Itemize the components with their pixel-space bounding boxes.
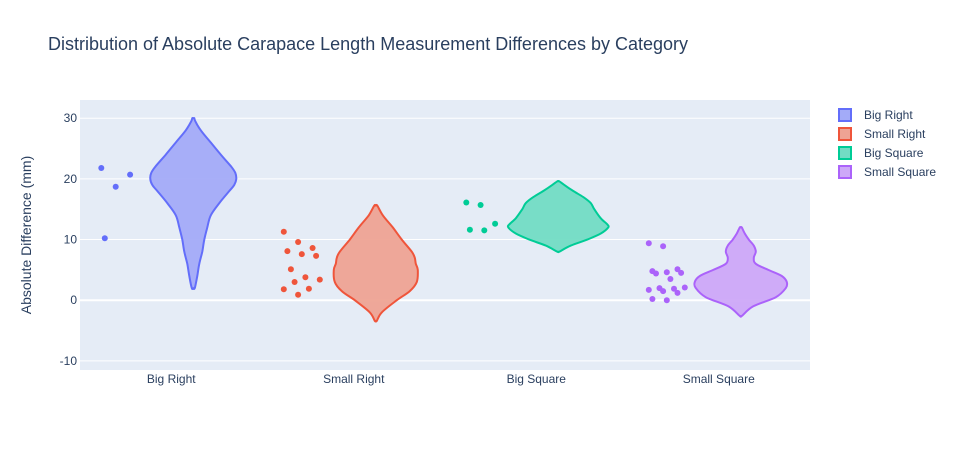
y-tick-label: 20 (64, 172, 78, 186)
data-point (667, 276, 674, 282)
y-axis-title: Absolute Difference (mm) (18, 156, 34, 314)
data-point (481, 227, 488, 234)
legend-item[interactable]: Small Square (838, 165, 936, 179)
x-tick-label: Small Right (323, 372, 385, 386)
legend-swatch (838, 165, 852, 179)
data-point (645, 240, 652, 247)
data-point (280, 228, 287, 235)
data-point (463, 199, 470, 206)
legend-item[interactable]: Small Right (838, 127, 926, 141)
x-tick-label: Small Square (683, 372, 755, 386)
data-point (295, 239, 302, 245)
data-point (313, 252, 320, 259)
violin-big-right (149, 116, 238, 290)
x-tick-label: Big Right (147, 372, 196, 386)
y-tick-label: 10 (64, 233, 78, 247)
data-point (671, 285, 677, 292)
y-tick-label: 30 (64, 111, 78, 125)
data-point (492, 220, 499, 227)
data-point (660, 288, 667, 295)
data-point (674, 289, 681, 296)
data-point (678, 269, 685, 276)
data-point (298, 251, 305, 258)
data-point (112, 183, 119, 190)
y-tick-labels: -10 0 10 20 30 (60, 111, 78, 368)
data-point (477, 202, 484, 208)
legend-label: Small Right (864, 127, 926, 141)
violin-group (149, 116, 789, 323)
legend-swatch (838, 127, 852, 141)
legend-swatch (838, 146, 852, 160)
legend-item[interactable]: Big Right (838, 108, 913, 122)
data-point (663, 297, 670, 304)
data-point (302, 274, 309, 281)
data-point (645, 286, 652, 293)
y-tick-label: 0 (70, 293, 77, 307)
violin-big-square (506, 180, 610, 254)
point-group (98, 165, 688, 304)
data-point (649, 296, 656, 302)
data-point (305, 285, 312, 292)
legend-item[interactable]: Big Square (838, 146, 924, 160)
data-point (127, 171, 134, 178)
data-point (284, 248, 291, 255)
chart-title: Distribution of Absolute Carapace Length… (48, 34, 688, 54)
data-point (663, 269, 670, 276)
legend-label: Big Square (864, 146, 924, 160)
data-point (681, 284, 688, 291)
data-point (291, 279, 298, 285)
y-tick-label: -10 (60, 354, 78, 368)
data-point (295, 291, 302, 298)
data-point (466, 226, 473, 233)
violin-small-right (332, 203, 419, 323)
x-tick-labels: Big Right Small Right Big Square Small Squa… (147, 372, 755, 386)
data-point (316, 276, 323, 283)
legend-label: Small Square (864, 165, 936, 179)
data-point (660, 243, 667, 250)
legend-swatch (838, 108, 852, 122)
violin-small-square (693, 225, 789, 318)
data-point (309, 245, 316, 251)
legend-label: Big Right (864, 108, 913, 122)
data-point (98, 165, 105, 171)
data-point (101, 235, 108, 242)
data-point (653, 270, 659, 277)
data-point (287, 266, 294, 273)
data-point (280, 286, 287, 293)
legend: Big Right Small Right Big Square Small Squa… (838, 108, 936, 179)
x-tick-label: Big Square (507, 372, 567, 386)
